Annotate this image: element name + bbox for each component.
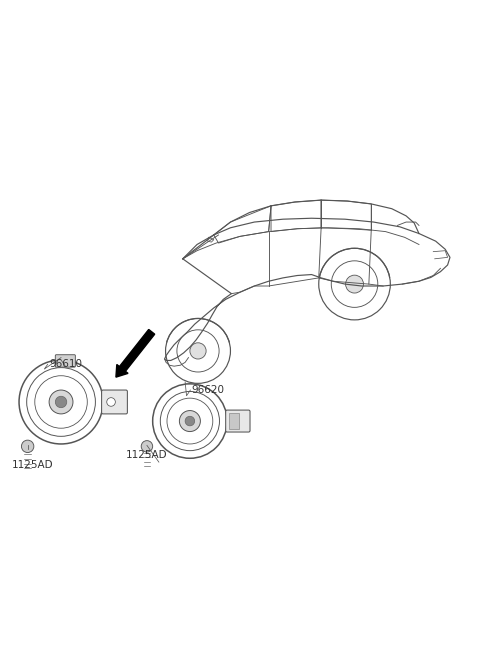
FancyArrow shape — [116, 329, 155, 377]
Text: 1125AD: 1125AD — [125, 450, 167, 460]
FancyBboxPatch shape — [55, 355, 75, 367]
FancyBboxPatch shape — [229, 413, 239, 428]
Circle shape — [49, 390, 73, 414]
Circle shape — [185, 417, 195, 426]
FancyBboxPatch shape — [102, 390, 127, 414]
Circle shape — [107, 398, 115, 406]
Circle shape — [180, 411, 200, 432]
FancyBboxPatch shape — [226, 410, 250, 432]
Circle shape — [55, 396, 67, 407]
Circle shape — [141, 441, 153, 452]
Text: 1125AD: 1125AD — [12, 461, 53, 470]
Circle shape — [22, 440, 34, 453]
Circle shape — [346, 275, 363, 293]
Circle shape — [190, 343, 206, 359]
Text: 96620: 96620 — [192, 385, 224, 395]
Text: 96610: 96610 — [49, 359, 82, 369]
